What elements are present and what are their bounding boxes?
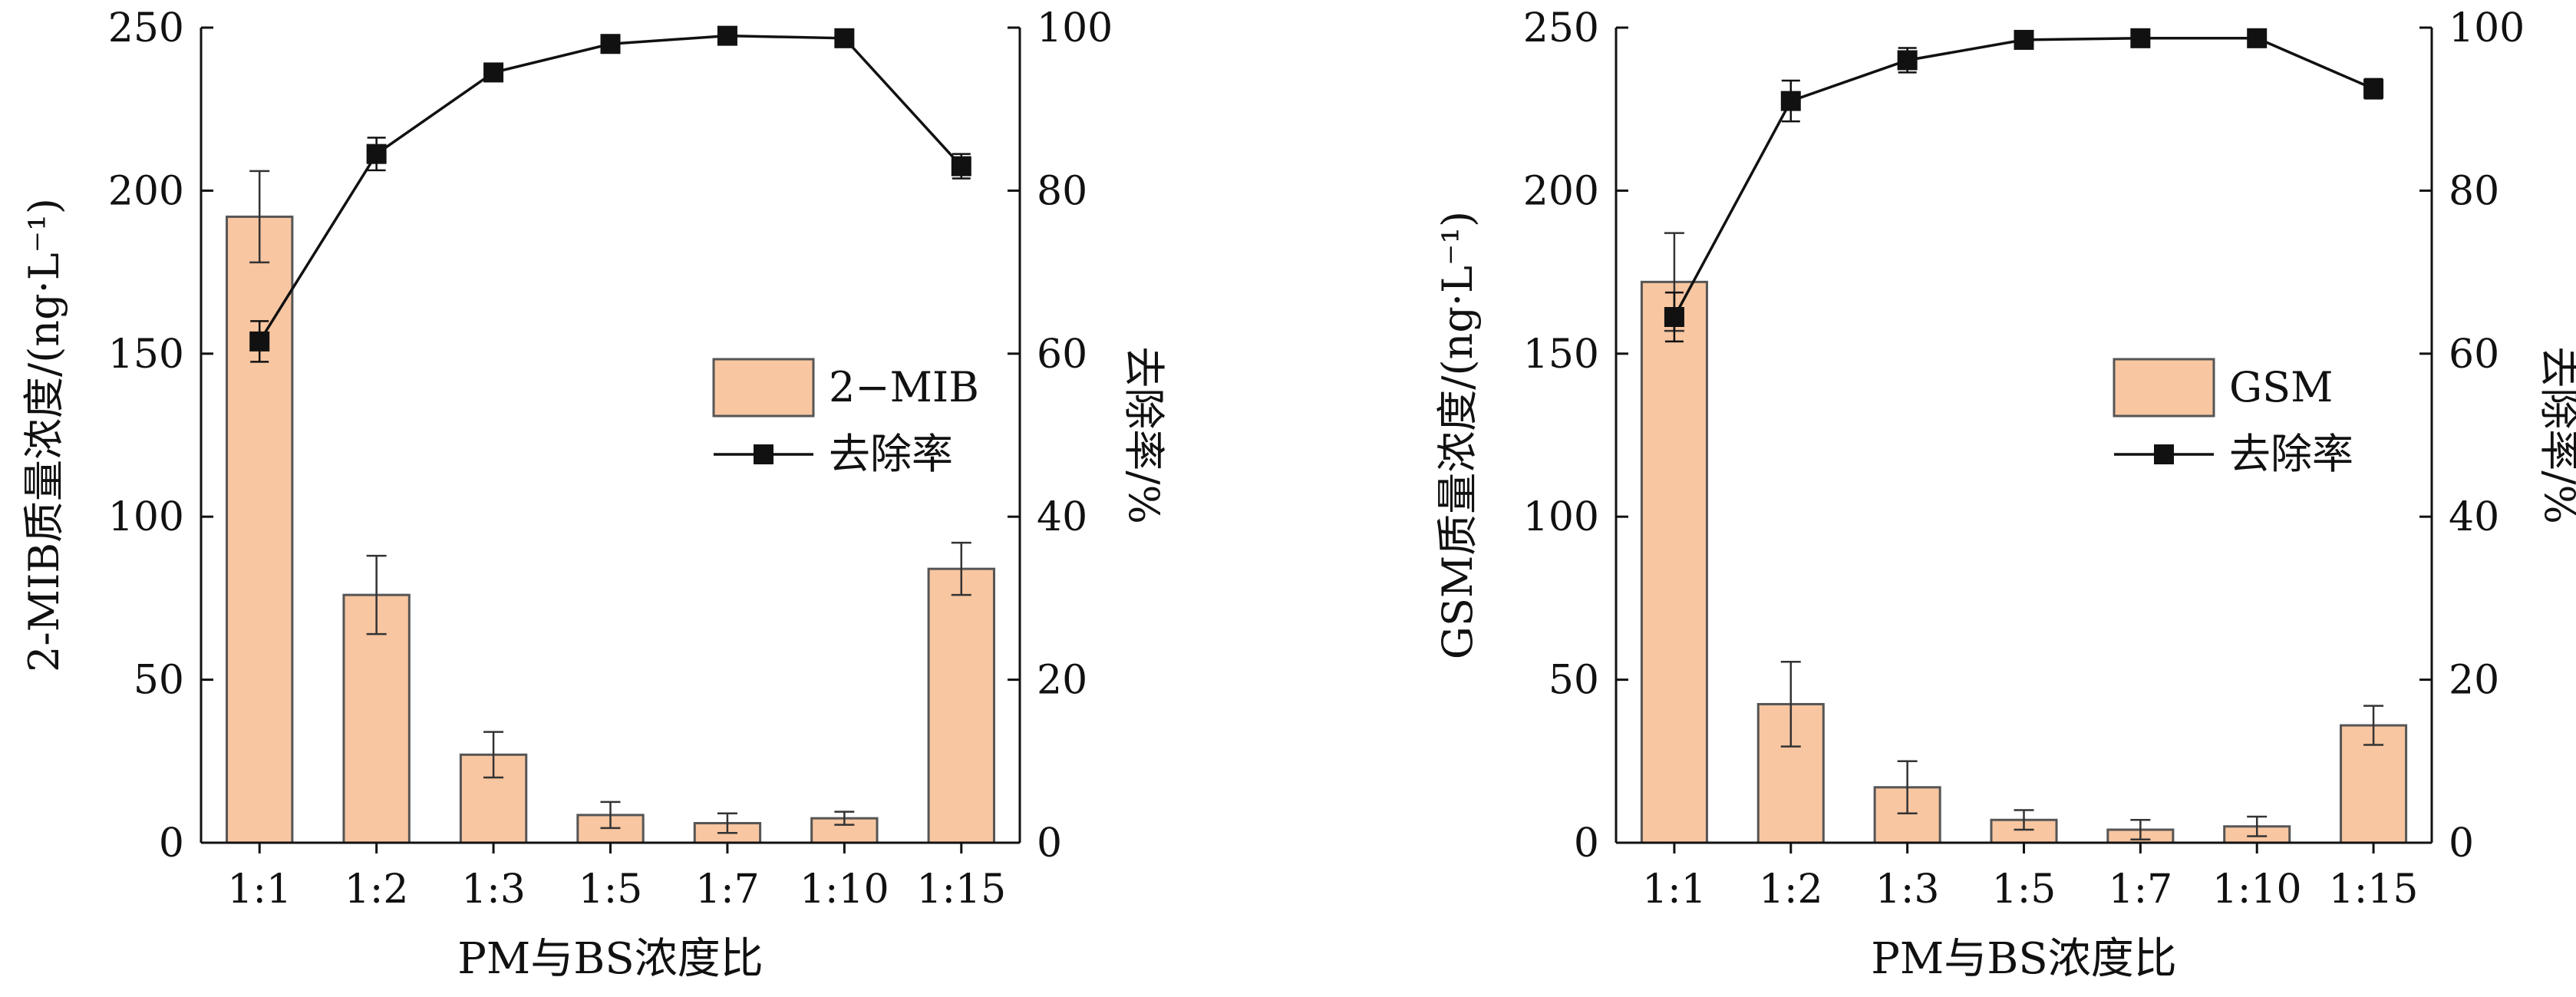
- rate-point: [2247, 28, 2268, 48]
- bar: [1640, 280, 1708, 844]
- right-tick-label: 20: [2449, 658, 2499, 704]
- left-tick-label: 50: [1549, 658, 1599, 704]
- bar: [927, 567, 995, 844]
- x-tick-label: 1:5: [1992, 867, 2057, 913]
- chart-panel-1: 0 50 100 150 200 250 0 20 40 60 80 100 1:1 1:2 1:3 1:5 1…: [20, 5, 1168, 984]
- x-tick-label: 1:15: [916, 867, 1006, 913]
- legend-line-marker: [754, 444, 773, 464]
- removal-rate-line: [258, 34, 963, 342]
- x-tick-label: 1:2: [345, 867, 409, 913]
- bar: [342, 593, 411, 844]
- rate-point: [1897, 50, 1918, 71]
- legend-line-label: 去除率: [2229, 430, 2353, 478]
- x-tick-label: 1:2: [1759, 867, 1823, 913]
- rate-point: [951, 156, 971, 177]
- right-y-axis-title: 去除率/%: [2535, 346, 2576, 524]
- x-tick-label: 1:3: [1875, 867, 1940, 913]
- left-y-axis-title: 2-MIB质量浓度/(ng·L⁻¹): [20, 198, 68, 672]
- left-tick-label: 250: [108, 5, 184, 51]
- right-tick-label: 60: [1037, 332, 1087, 378]
- rate-point: [834, 28, 855, 48]
- legend-bar-swatch: [2113, 358, 2215, 418]
- legend-bar-swatch: [712, 358, 815, 418]
- rate-point: [1664, 307, 1684, 328]
- right-y-axis-title: 去除率/%: [1120, 346, 1168, 524]
- legend-bar-label: GSM: [2229, 363, 2333, 411]
- x-tick-label: 1:1: [1642, 867, 1707, 913]
- removal-rate-line: [1673, 37, 2374, 318]
- right-tick-label: 80: [1037, 168, 1087, 214]
- right-tick-label: 100: [1037, 5, 1113, 51]
- x-tick-label: 1:5: [579, 867, 643, 913]
- rate-point: [1780, 91, 1801, 111]
- right-tick-label: 40: [2449, 494, 2499, 540]
- x-tick-label: 1:3: [461, 867, 526, 913]
- x-tick-label: 1:7: [2109, 867, 2173, 913]
- right-tick-label: 80: [2449, 168, 2499, 214]
- x-tick-label: 1:15: [2329, 867, 2419, 913]
- rate-point: [2014, 29, 2034, 50]
- x-tick-label: 1:1: [227, 867, 292, 913]
- left-tick-label: 150: [108, 332, 184, 378]
- left-tick-label: 200: [108, 168, 184, 214]
- rate-point: [2363, 78, 2384, 99]
- rate-point: [483, 62, 504, 83]
- left-tick-label: 50: [134, 658, 184, 704]
- x-tick-label: 1:10: [800, 867, 889, 913]
- x-axis-title: PM与BS浓度比: [1871, 934, 2177, 984]
- right-tick-label: 0: [1037, 820, 1062, 867]
- legend-bar-label: 2−MIB: [829, 363, 979, 411]
- rate-point: [2130, 28, 2151, 48]
- rate-point: [717, 25, 737, 46]
- right-tick-label: 60: [2449, 332, 2499, 378]
- right-tick-label: 20: [1037, 658, 1087, 704]
- bar: [226, 215, 294, 844]
- left-tick-label: 100: [1523, 494, 1599, 540]
- right-tick-label: 100: [2449, 5, 2525, 51]
- rate-point: [366, 144, 387, 164]
- x-tick-label: 1:7: [695, 867, 760, 913]
- right-tick-label: 0: [2449, 820, 2474, 867]
- left-tick-label: 250: [1523, 5, 1599, 51]
- left-tick-label: 0: [159, 820, 184, 867]
- x-tick-label: 1:10: [2212, 867, 2302, 913]
- x-axis-title: PM与BS浓度比: [457, 934, 764, 984]
- left-y-axis-title: GSM质量浓度/(ng·L⁻¹): [1433, 211, 1482, 659]
- chart-panel-2: 0 50 100 150 200 250 0 20 40 60 80 100 1:1 1:2 1:3 1:5 1…: [1433, 5, 2576, 984]
- left-tick-label: 150: [1523, 332, 1599, 378]
- rate-point: [249, 331, 270, 352]
- legend-line-marker: [2154, 444, 2174, 464]
- left-tick-label: 200: [1523, 168, 1599, 214]
- left-tick-label: 100: [108, 494, 184, 540]
- legend-line-label: 去除率: [829, 430, 953, 478]
- right-tick-label: 40: [1037, 494, 1087, 540]
- left-tick-label: 0: [1574, 820, 1599, 867]
- rate-point: [600, 34, 621, 54]
